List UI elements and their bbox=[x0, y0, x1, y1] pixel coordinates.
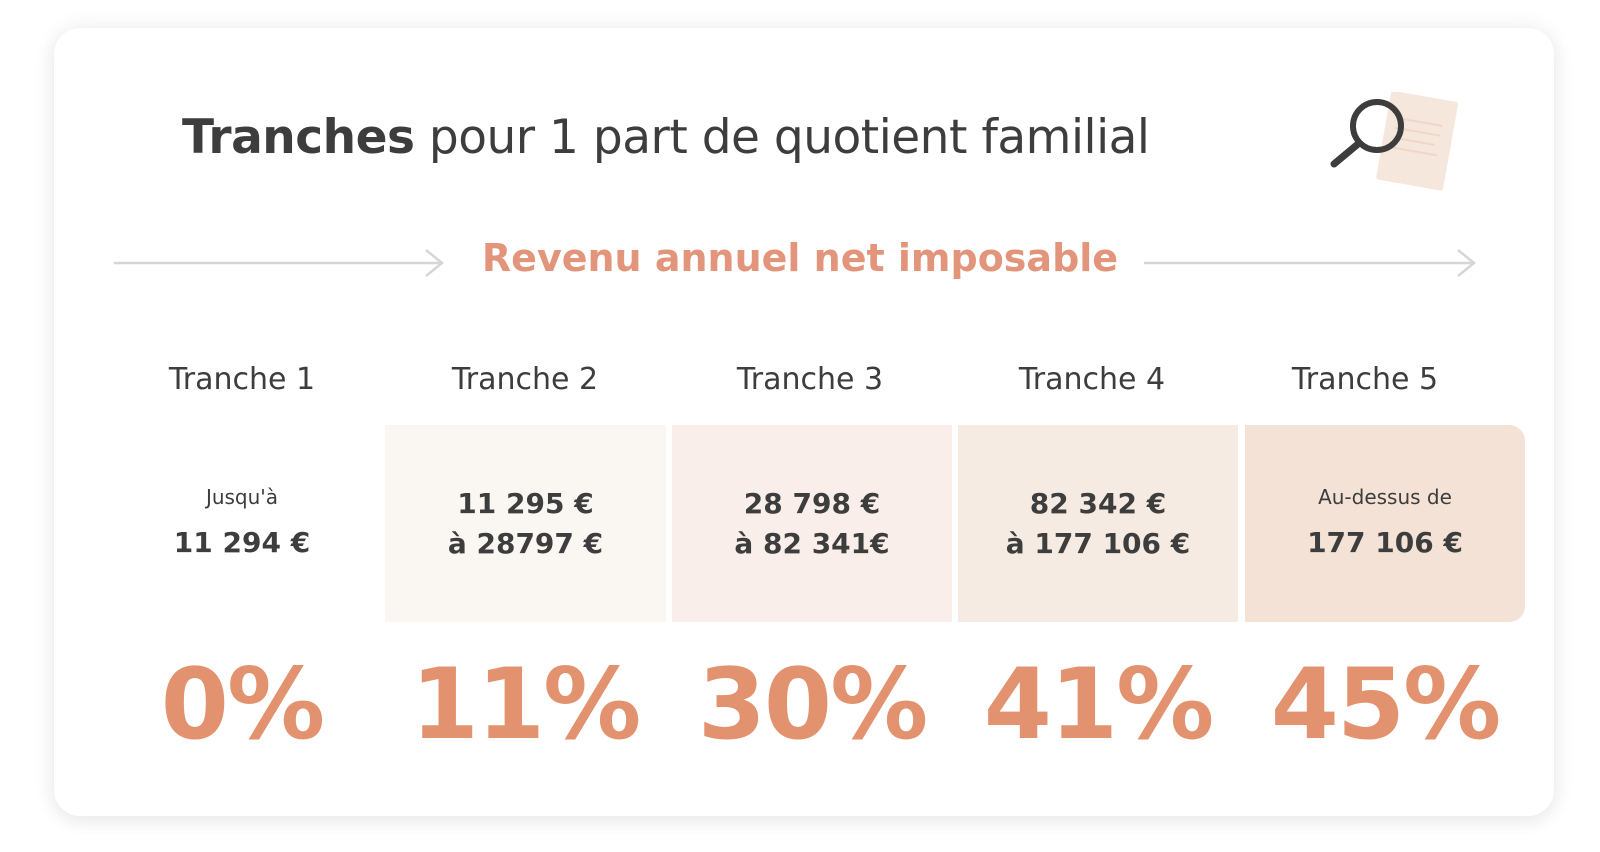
tax-rate-5: 45% bbox=[1270, 648, 1502, 762]
tranche-header-2: Tranche 2 bbox=[451, 362, 599, 397]
range-to: à 177 106 € bbox=[1005, 526, 1191, 560]
range-from: 11 295 € bbox=[457, 486, 594, 520]
tax-rate-4: 41% bbox=[983, 648, 1215, 762]
tax-bracket-card bbox=[54, 28, 1554, 816]
range-from: 28 798 € bbox=[743, 486, 881, 520]
tax-rate-2: 11% bbox=[410, 648, 642, 762]
page-title: Tranches pour 1 part de quotient familia… bbox=[182, 110, 1150, 165]
tranche-range-3: 28 798 € à 82 341€ bbox=[672, 425, 952, 622]
tranche-range-4: 82 342 € à 177 106 € bbox=[958, 425, 1238, 622]
range-amount: 11 294 € bbox=[173, 525, 311, 559]
magnifier-over-document-icon bbox=[1330, 92, 1458, 191]
tranche-range-1: Jusqu'à 11 294 € bbox=[102, 425, 382, 622]
range-prefix: Jusqu'à bbox=[205, 484, 279, 509]
title-regular: pour 1 part de quotient familial bbox=[428, 110, 1150, 165]
tranche-range-2: 11 295 € à 28797 € bbox=[385, 425, 666, 622]
range-amount: 177 106 € bbox=[1307, 525, 1463, 559]
title-bold: Tranches bbox=[182, 110, 415, 165]
tranche-header-5: Tranche 5 bbox=[1291, 362, 1439, 397]
tranche-header-4: Tranche 4 bbox=[1018, 362, 1166, 397]
tranche-header-1: Tranche 1 bbox=[168, 362, 316, 397]
tranche-header-3: Tranche 3 bbox=[736, 362, 884, 397]
axis-label: Revenu annuel net imposable bbox=[481, 236, 1119, 280]
range-to: à 28797 € bbox=[447, 526, 604, 560]
range-from: 82 342 € bbox=[1029, 486, 1167, 520]
range-prefix: Au-dessus de bbox=[1318, 484, 1452, 509]
range-to: à 82 341€ bbox=[734, 526, 890, 560]
axis-arrow-right bbox=[1144, 249, 1476, 277]
axis-arrow-left bbox=[114, 249, 444, 277]
tranche-range-5: Au-dessus de 177 106 € bbox=[1245, 425, 1525, 622]
tax-rate-3: 30% bbox=[697, 648, 929, 762]
tax-rate-1: 0% bbox=[160, 648, 325, 762]
